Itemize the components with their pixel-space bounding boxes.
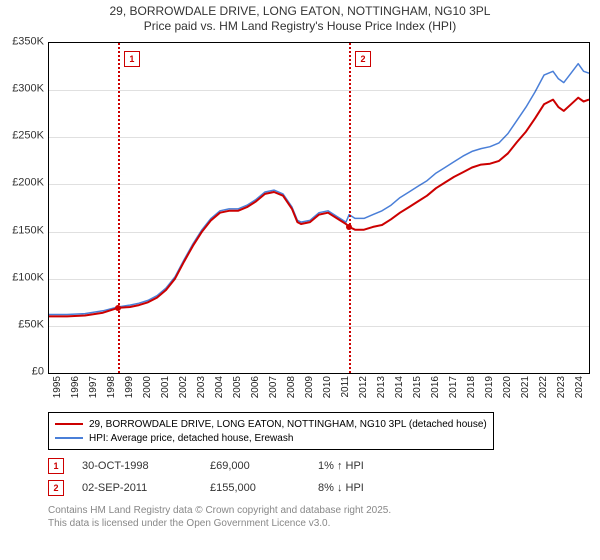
x-tick-label: 2018 bbox=[466, 376, 477, 404]
legend-box: 29, BORROWDALE DRIVE, LONG EATON, NOTTIN… bbox=[48, 412, 494, 450]
annotation-delta: 1% ↑ HPI bbox=[318, 460, 364, 472]
annotation-index-box: 2 bbox=[48, 480, 64, 496]
event-dot bbox=[115, 305, 121, 311]
y-tick-label: £100K bbox=[0, 272, 44, 283]
y-tick-label: £350K bbox=[0, 37, 44, 48]
x-tick-label: 2012 bbox=[358, 376, 369, 404]
x-tick-label: 2007 bbox=[268, 376, 279, 404]
x-tick-label: 2014 bbox=[394, 376, 405, 404]
annotation-row: 2 02-SEP-2011 £155,000 8% ↓ HPI bbox=[48, 480, 364, 496]
x-tick-label: 2008 bbox=[286, 376, 297, 404]
x-tick-label: 2010 bbox=[322, 376, 333, 404]
plot-area: 12 bbox=[48, 42, 590, 374]
x-tick-label: 2020 bbox=[502, 376, 513, 404]
y-gridline bbox=[49, 90, 589, 91]
title-line-1: 29, BORROWDALE DRIVE, LONG EATON, NOTTIN… bbox=[0, 4, 600, 19]
annotation-date: 30-OCT-1998 bbox=[82, 460, 192, 472]
x-tick-label: 2015 bbox=[412, 376, 423, 404]
y-tick-label: £200K bbox=[0, 178, 44, 189]
plot-outer: 12 £0£50K£100K£150K£200K£250K£300K£350K1… bbox=[0, 42, 600, 407]
event-vertical-line bbox=[349, 43, 351, 373]
event-marker-box: 1 bbox=[124, 51, 140, 67]
event-marker-box: 2 bbox=[355, 51, 371, 67]
legend-label: 29, BORROWDALE DRIVE, LONG EATON, NOTTIN… bbox=[89, 419, 487, 430]
x-tick-label: 2013 bbox=[376, 376, 387, 404]
x-tick-label: 1998 bbox=[106, 376, 117, 404]
x-tick-label: 2004 bbox=[214, 376, 225, 404]
annotation-date: 02-SEP-2011 bbox=[82, 482, 192, 494]
event-vertical-line bbox=[118, 43, 120, 373]
y-tick-label: £50K bbox=[0, 319, 44, 330]
y-tick-label: £300K bbox=[0, 84, 44, 95]
y-tick-label: £250K bbox=[0, 131, 44, 142]
x-tick-label: 2024 bbox=[574, 376, 585, 404]
x-tick-label: 2000 bbox=[142, 376, 153, 404]
legend-row: 29, BORROWDALE DRIVE, LONG EATON, NOTTIN… bbox=[55, 417, 487, 431]
event-dot bbox=[346, 224, 352, 230]
x-tick-label: 2021 bbox=[520, 376, 531, 404]
legend-label: HPI: Average price, detached house, Erew… bbox=[89, 433, 293, 444]
x-tick-label: 2005 bbox=[232, 376, 243, 404]
annotation-price: £155,000 bbox=[210, 482, 300, 494]
x-tick-label: 2002 bbox=[178, 376, 189, 404]
x-tick-label: 2001 bbox=[160, 376, 171, 404]
attribution-line-1: Contains HM Land Registry data © Crown c… bbox=[48, 505, 391, 518]
x-tick-label: 2009 bbox=[304, 376, 315, 404]
annotation-delta: 8% ↓ HPI bbox=[318, 482, 364, 494]
title-line-2: Price paid vs. HM Land Registry's House … bbox=[0, 19, 600, 34]
x-tick-label: 2019 bbox=[484, 376, 495, 404]
attribution-line-2: This data is licensed under the Open Gov… bbox=[48, 518, 391, 531]
chart-container: 29, BORROWDALE DRIVE, LONG EATON, NOTTIN… bbox=[0, 0, 600, 560]
x-tick-label: 2003 bbox=[196, 376, 207, 404]
y-gridline bbox=[49, 137, 589, 138]
x-tick-label: 2016 bbox=[430, 376, 441, 404]
y-gridline bbox=[49, 326, 589, 327]
y-gridline bbox=[49, 279, 589, 280]
y-gridline bbox=[49, 184, 589, 185]
attribution-text: Contains HM Land Registry data © Crown c… bbox=[48, 505, 391, 530]
series-price-paid bbox=[49, 98, 589, 317]
x-tick-label: 2022 bbox=[538, 376, 549, 404]
x-tick-label: 2023 bbox=[556, 376, 567, 404]
legend-row: HPI: Average price, detached house, Erew… bbox=[55, 431, 487, 445]
annotation-price: £69,000 bbox=[210, 460, 300, 472]
x-tick-label: 1996 bbox=[70, 376, 81, 404]
x-tick-label: 2017 bbox=[448, 376, 459, 404]
annotation-index-box: 1 bbox=[48, 458, 64, 474]
series-lines bbox=[49, 43, 589, 373]
y-tick-label: £150K bbox=[0, 225, 44, 236]
legend-swatch bbox=[55, 423, 83, 425]
x-tick-label: 2006 bbox=[250, 376, 261, 404]
legend-swatch bbox=[55, 437, 83, 439]
event-annotations: 1 30-OCT-1998 £69,000 1% ↑ HPI 2 02-SEP-2011 £… bbox=[48, 452, 364, 496]
y-tick-label: £0 bbox=[0, 367, 44, 378]
series-hpi bbox=[49, 64, 589, 315]
y-gridline bbox=[49, 232, 589, 233]
chart-title: 29, BORROWDALE DRIVE, LONG EATON, NOTTIN… bbox=[0, 4, 600, 34]
annotation-row: 1 30-OCT-1998 £69,000 1% ↑ HPI bbox=[48, 458, 364, 474]
x-tick-label: 1995 bbox=[52, 376, 63, 404]
x-tick-label: 2011 bbox=[340, 376, 351, 404]
x-tick-label: 1997 bbox=[88, 376, 99, 404]
x-tick-label: 1999 bbox=[124, 376, 135, 404]
